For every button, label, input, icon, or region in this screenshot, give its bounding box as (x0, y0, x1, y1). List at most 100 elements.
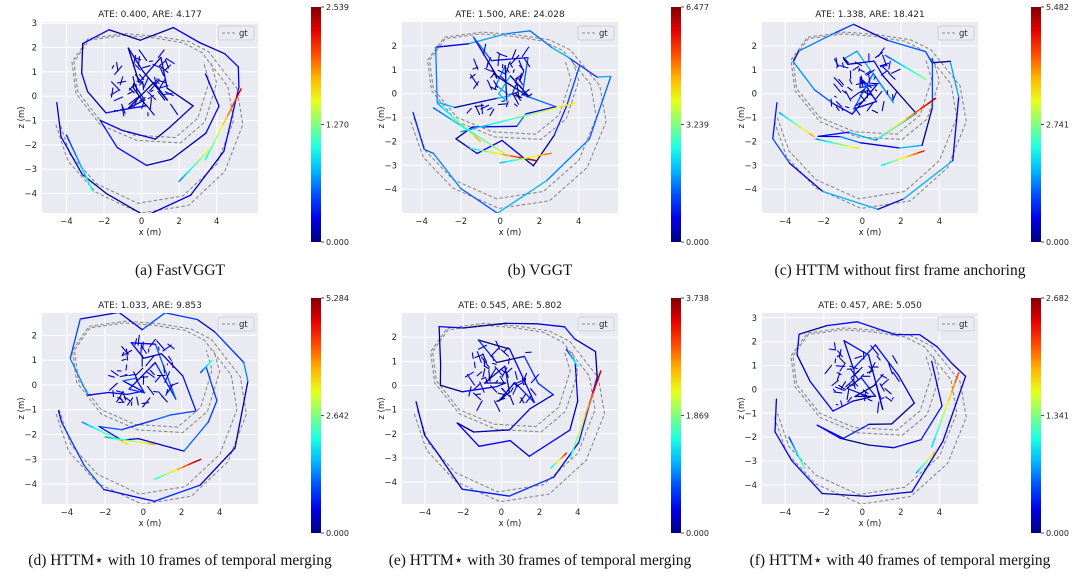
trajectory-segment (553, 104, 568, 137)
trajectory-jitter (492, 355, 495, 362)
trajectory-segment (866, 491, 913, 498)
trajectory-jitter (163, 365, 166, 374)
high-error-segment (505, 159, 514, 163)
trajectory-jitter (488, 368, 497, 380)
y-tick-label: −4 (384, 478, 397, 488)
trajectory-jitter (468, 386, 472, 397)
trajectory-jitter (466, 373, 476, 386)
trajectory-segment (127, 99, 146, 109)
trajectory-jitter (493, 400, 501, 412)
trajectory-jitter (866, 69, 875, 76)
colorbar-tick-label: 0.000 (326, 529, 349, 538)
trajectory-segment (56, 101, 62, 138)
gt-trajectory (413, 33, 597, 200)
trajectory-jitter (840, 400, 843, 408)
trajectory-jitter (482, 43, 487, 56)
trajectory-jitter (171, 361, 174, 369)
trajectory-jitter (864, 91, 873, 96)
trajectory-jitter (464, 371, 474, 378)
high-error-segment (905, 112, 915, 120)
trajectory-jitter (835, 365, 846, 367)
trajectory-segment (79, 313, 120, 320)
trajectory-plot: −4 −2 0 2 4 2 1 0 −1 −2 −3 −4 ATE: 0.545, ARE: 5.802… (377, 294, 709, 538)
trajectory-jitter (113, 110, 119, 112)
x-tick-label: 0 (141, 508, 146, 518)
trajectory-jitter (834, 95, 837, 98)
trajectory-jitter (121, 358, 127, 361)
trajectory-segment (834, 23, 855, 34)
colorbar (1031, 7, 1041, 242)
trajectory-jitter (500, 349, 509, 357)
trajectory-jitter (473, 81, 480, 89)
y-tick-label: −3 (24, 165, 37, 175)
trajectory-segment (574, 338, 597, 353)
trajectory-jitter (839, 357, 845, 364)
trajectory-jitter (487, 107, 493, 111)
trajectory-segment (145, 158, 172, 167)
trajectory-segment (931, 360, 943, 407)
trajectory-segment (61, 421, 86, 467)
trajectory-segment (99, 119, 123, 131)
trajectory-jitter (132, 75, 136, 86)
trajectory-jitter (121, 103, 126, 115)
trajectory-jitter (833, 77, 843, 88)
trajectory-segment (892, 439, 922, 449)
colorbar-tick-label: 0.000 (686, 529, 709, 538)
high-error-segment (104, 432, 112, 437)
high-error-segment (526, 158, 537, 162)
trajectory-jitter (854, 106, 861, 116)
trajectory-segment (137, 437, 185, 452)
high-error-segment (104, 436, 113, 439)
trajectory-jitter (158, 391, 165, 399)
trajectory-jitter (139, 97, 146, 102)
trajectory-jitter (854, 355, 863, 359)
gt-trajectory (58, 34, 235, 204)
trajectory-jitter (835, 106, 840, 112)
trajectory-jitter (134, 64, 141, 71)
trajectory-segment (596, 75, 612, 78)
trajectory-segment (537, 382, 554, 396)
trajectory-jitter (116, 61, 119, 72)
trajectory-jitter (880, 70, 888, 76)
trajectory-jitter (473, 58, 479, 71)
trajectory-jitter (845, 90, 852, 102)
high-error-segment (937, 418, 943, 429)
trajectory-jitter (493, 80, 499, 88)
high-error-segment (476, 135, 488, 143)
trajectory-segment (528, 429, 571, 457)
trajectory-jitter (483, 365, 490, 370)
trajectory-jitter (880, 397, 885, 400)
trajectory-jitter (877, 401, 880, 414)
trajectory-jitter (141, 101, 145, 110)
trajectory-jitter (494, 366, 503, 376)
trajectory-jitter (166, 383, 174, 394)
y-tick-label: 3 (752, 314, 757, 324)
high-error-segment (815, 138, 823, 141)
trajectory-jitter (168, 355, 172, 361)
high-error-segment (912, 151, 920, 156)
trajectory-segment (525, 106, 557, 115)
trajectory-jitter (145, 370, 155, 378)
trajectory-segment (69, 318, 81, 360)
y-tick-label: 2 (392, 42, 397, 52)
trajectory-segment (455, 138, 478, 155)
trajectory-segment (81, 72, 89, 93)
colorbar-tick-label: 5.482 (1046, 3, 1069, 12)
trajectory-jitter (834, 358, 837, 364)
legend-label: gt (959, 320, 968, 330)
high-error-segment (176, 466, 185, 471)
trajectory-segment (456, 422, 475, 433)
trajectory-segment (816, 424, 841, 439)
trajectory-segment (128, 388, 146, 394)
high-error-segment (72, 148, 78, 157)
trajectory-jitter (495, 379, 499, 384)
trajectory-segment (942, 375, 967, 443)
high-error-segment (944, 399, 950, 411)
high-error-segment (193, 160, 199, 167)
trajectory-jitter (138, 49, 148, 62)
trajectory-jitter (880, 64, 890, 74)
y-tick-label: 3 (32, 19, 37, 29)
x-tick-label: 4 (575, 508, 580, 518)
trajectory-segment (86, 90, 107, 114)
colorbar (311, 298, 321, 533)
